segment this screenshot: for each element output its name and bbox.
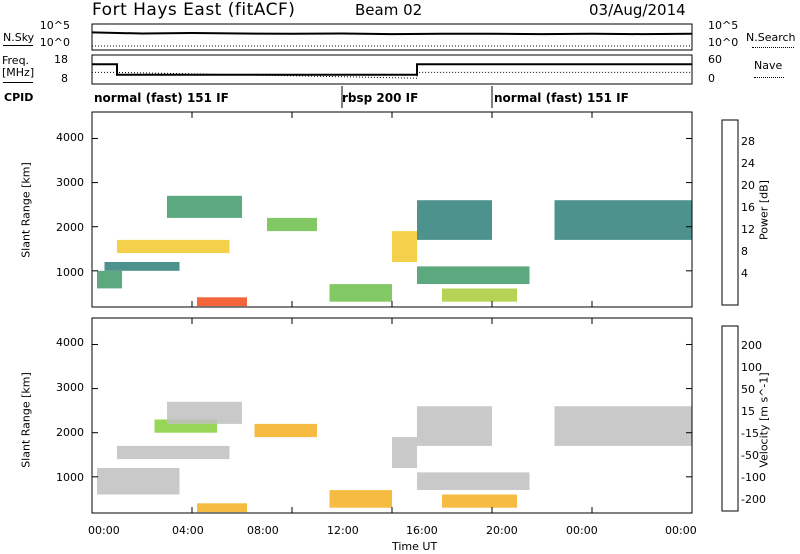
velocity-colorbar-tick: 15	[741, 405, 755, 418]
velocity-colorbar-tick: 50	[741, 383, 755, 396]
y-tick-power: 3000	[56, 176, 84, 189]
y-tick-power: 4000	[56, 131, 84, 144]
power-region	[329, 284, 392, 302]
y-tick-velocity: 1000	[56, 471, 84, 484]
y-tick-velocity: 3000	[56, 381, 84, 394]
cpid-segment-label: normal (fast) 151 IF	[94, 91, 229, 105]
freq-label: Freq. [MHz]	[2, 55, 34, 79]
cpid-segment-label: normal (fast) 151 IF	[494, 91, 629, 105]
power-colorbar-frame	[721, 119, 739, 306]
y-tick-power: 2000	[56, 221, 84, 234]
velocity-region	[97, 468, 180, 495]
velocity-region	[197, 503, 247, 513]
power-region	[442, 288, 517, 302]
x-tick: 04:00	[172, 524, 204, 537]
power-region	[267, 217, 317, 232]
x-tick: 00:00	[566, 524, 598, 537]
noise-tick-left: 10^5	[39, 19, 70, 32]
nsky-line	[91, 31, 693, 36]
nsearch-label: N.Search	[746, 31, 796, 44]
velocity-region	[442, 494, 517, 508]
nave-legend-line	[754, 77, 784, 78]
nave-label: Nave	[754, 59, 783, 72]
velocity-region	[392, 437, 417, 468]
power-region	[197, 297, 247, 307]
velocity-colorbar-tick: -200	[741, 493, 766, 506]
x-tick: 12:00	[327, 524, 359, 537]
x-axis-label: Time UT	[392, 540, 438, 553]
velocity-region	[417, 406, 492, 446]
velocity-colorbar-frame	[721, 325, 739, 512]
noise-tick-left: 10^0	[39, 36, 70, 49]
y-tick-velocity: 4000	[56, 336, 84, 349]
x-tick: 16:00	[406, 524, 438, 537]
freq-line	[92, 63, 692, 76]
noise-tick-right: 10^5	[708, 19, 739, 32]
freq-tick-left: 18	[54, 53, 68, 66]
velocity-colorbar-tick: -15	[741, 427, 759, 440]
cpid-segment-label: rbsp 200 IF	[342, 91, 419, 105]
velocity-colorbar-tick: -100	[741, 471, 766, 484]
power-region	[417, 266, 530, 284]
velocity-region	[254, 423, 317, 438]
chart-title-station: Fort Hays East (fitACF)	[92, 0, 296, 20]
power-region	[417, 200, 492, 240]
velocity-colorbar-tick: 100	[741, 361, 762, 374]
freq-tick-left: 8	[61, 72, 68, 85]
freq-label-text: Freq.	[2, 54, 30, 67]
y-tick-power: 1000	[56, 266, 84, 279]
freq-legend-line	[3, 82, 33, 83]
power-colorbar-tick: 4	[741, 267, 748, 280]
chart-title-beam: Beam 02	[355, 1, 423, 19]
power-region	[554, 200, 692, 240]
velocity-region	[117, 445, 230, 460]
x-tick: 20:00	[486, 524, 518, 537]
power-colorbar-tick: 20	[741, 179, 755, 192]
nave-tick-right: 0	[708, 72, 715, 85]
velocity-region	[417, 472, 530, 490]
noise-tick-right: 10^0	[708, 36, 739, 49]
velocity-region	[554, 406, 692, 446]
nsky-legend-line	[3, 45, 33, 46]
x-tick: 08:00	[247, 524, 279, 537]
power-colorbar-tick: 24	[741, 157, 755, 170]
x-tick: 00:00	[88, 524, 120, 537]
power-colorbar-tick: 16	[741, 201, 755, 214]
chart-title-date: 03/Aug/2014	[589, 1, 686, 19]
cpid-label: CPID	[4, 91, 34, 104]
velocity-region	[329, 490, 392, 508]
velocity-region	[167, 401, 242, 424]
freq-panel-frame	[91, 54, 693, 85]
power-region	[392, 231, 417, 262]
y-tick-velocity: 2000	[56, 426, 84, 439]
power-region	[104, 262, 180, 271]
power-region	[97, 270, 122, 289]
velocity-colorbar-tick: -50	[741, 449, 759, 462]
power-region	[117, 239, 230, 254]
velocity-colorbar-tick: 200	[741, 339, 762, 352]
power-colorbar-tick: 12	[741, 223, 755, 236]
power-colorbar-tick: 28	[741, 135, 755, 148]
nsky-label: N.Sky	[3, 31, 35, 44]
nsearch-legend-line	[752, 47, 794, 48]
power-colorbar-tick: 8	[741, 245, 748, 258]
power-region	[167, 195, 242, 218]
noise-panel-frame	[91, 23, 693, 51]
freq-unit-text: [MHz]	[2, 66, 35, 79]
x-tick: 00:00	[665, 524, 697, 537]
nave-tick-right: 60	[708, 53, 722, 66]
